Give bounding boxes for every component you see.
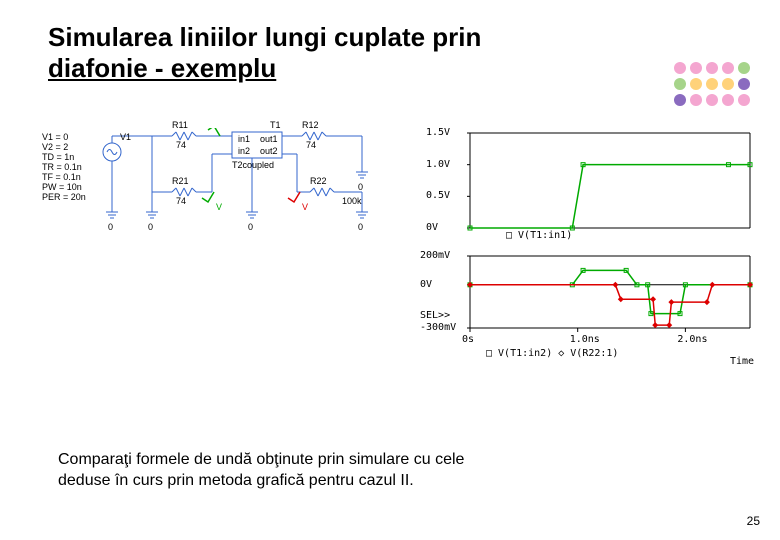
footer-line1: Comparaţi formele de undă obţinute prin … xyxy=(58,451,464,468)
waveform-plot: 1.5V1.0V0.5V0V□ V(T1:in1)200mV0V-300mVSE… xyxy=(420,128,770,368)
circuit-schematic: V1 = 0V2 = 2TD = 1nTR = 0.1nTF = 0.1nPW … xyxy=(42,128,402,248)
decorative-dots xyxy=(670,58,770,118)
footer-line2: deduse în curs prin metoda grafică pentr… xyxy=(58,472,414,489)
slide-title: Simularea liniilor lungi cuplate prin di… xyxy=(48,22,481,84)
title-line2: diafonie - exemplu xyxy=(48,53,276,83)
footer-text: Comparaţi formele de undă obţinute prin … xyxy=(58,450,464,492)
page-number: 25 xyxy=(747,514,760,528)
title-line1: Simularea liniilor lungi cuplate prin xyxy=(48,22,481,52)
